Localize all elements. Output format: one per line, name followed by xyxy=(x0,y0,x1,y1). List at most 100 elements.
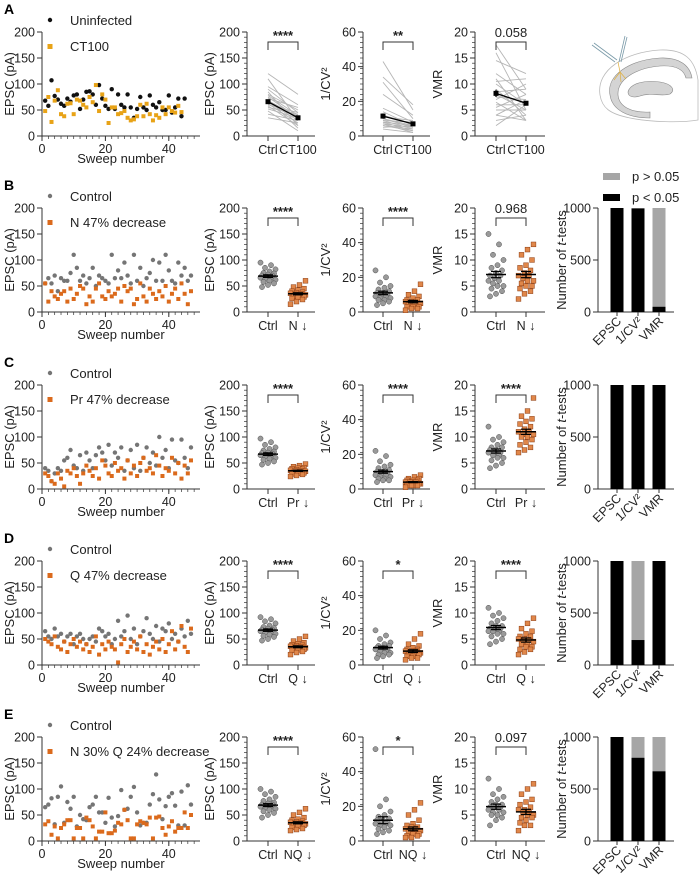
treat-point xyxy=(411,288,418,294)
treat-point xyxy=(523,418,529,425)
ctrl-point xyxy=(169,278,175,283)
ctrl-point xyxy=(499,288,505,295)
treat-point xyxy=(529,796,535,803)
significance-bracket xyxy=(267,570,299,579)
treat-point xyxy=(125,650,130,654)
treat-point xyxy=(46,299,51,304)
legend-treat-label: Q 47% decrease xyxy=(70,568,167,583)
treat-point xyxy=(527,822,534,829)
ctrl-point xyxy=(485,277,492,284)
y-tick-label: 200 xyxy=(219,555,240,569)
y-tick-label: 20 xyxy=(342,95,356,109)
ctrl-point xyxy=(134,278,140,283)
treat-point xyxy=(524,786,531,792)
y-tick-label: 150 xyxy=(14,757,35,771)
y-tick-label: 20 xyxy=(342,271,356,285)
treat-point xyxy=(405,641,412,647)
category-label: CT100 xyxy=(279,143,317,157)
ctrl-point xyxy=(499,814,505,821)
ctrl-point xyxy=(153,105,159,110)
treat-point xyxy=(529,416,535,422)
significance-bracket xyxy=(382,217,414,226)
treat-point xyxy=(68,642,73,647)
ctrl-point xyxy=(42,466,48,471)
category-label: Pr ↓ xyxy=(287,496,309,510)
treat-point xyxy=(515,827,522,834)
ctrl-point xyxy=(157,639,162,644)
treat-point xyxy=(138,102,143,107)
treat-point xyxy=(131,302,136,307)
treat-point xyxy=(43,109,48,114)
treat-point xyxy=(52,634,57,639)
y-label-prefix: Number of xyxy=(554,423,569,487)
significance-bracket xyxy=(267,41,299,50)
y-tick-label: 50 xyxy=(226,809,240,823)
ctrl-point xyxy=(58,468,64,473)
treat-point xyxy=(530,278,537,284)
ctrl-point xyxy=(131,784,137,790)
treat-point xyxy=(122,476,127,481)
significance-bracket xyxy=(382,746,414,755)
ctrl-point xyxy=(49,796,54,801)
treat-point xyxy=(128,471,133,476)
y-tick-label: 50 xyxy=(21,280,35,294)
ctrl-point xyxy=(380,653,386,660)
ctrl-point xyxy=(119,634,124,639)
treat-point xyxy=(530,395,537,401)
treat-point xyxy=(147,652,152,657)
ctrl-point xyxy=(90,634,95,639)
ctrl-point xyxy=(106,795,111,801)
dot-plot-cv: 0 20 40 60 Ctrl N ↓ 1/CV² **** xyxy=(318,202,430,333)
ctrl-point xyxy=(490,436,496,443)
x-axis-label: Sweep number xyxy=(77,680,165,695)
y-tick-label: 0 xyxy=(28,835,35,849)
treat-point xyxy=(527,646,534,653)
y-axis-label: 1/CV² xyxy=(318,67,333,101)
ctrl-point xyxy=(100,276,105,281)
ctrl-point xyxy=(381,463,388,470)
ctrl-point xyxy=(144,445,149,450)
ctrl-point xyxy=(387,808,394,815)
ctrl-point xyxy=(386,827,392,834)
ctrl-point xyxy=(257,435,264,442)
treat-point xyxy=(163,650,168,654)
treat-point xyxy=(141,294,146,299)
treat-point xyxy=(154,297,159,301)
y-tick-label: 1000 xyxy=(563,731,591,745)
ctrl-point xyxy=(500,793,507,800)
treat-point xyxy=(530,615,537,621)
treat-point xyxy=(517,820,523,826)
ctrl-point xyxy=(46,802,51,807)
ctrl-point xyxy=(106,631,111,636)
y-axis-label: Number of t-tests xyxy=(554,210,569,310)
treat-point xyxy=(529,436,535,443)
ctrl-point xyxy=(128,447,133,453)
ctrl-point xyxy=(55,97,61,102)
treat-point xyxy=(59,476,64,481)
ctrl-point xyxy=(100,810,105,815)
ctrl-point xyxy=(93,794,99,799)
y-axis-label: 1/CV² xyxy=(318,420,333,454)
ctrl-point xyxy=(49,636,54,642)
treat-point xyxy=(74,644,79,649)
ctrl-point xyxy=(58,101,64,106)
treat-point xyxy=(138,281,143,286)
treat-point xyxy=(74,97,79,102)
treat-point xyxy=(157,647,162,652)
ctrl-point xyxy=(141,283,146,289)
treat-point xyxy=(402,657,409,663)
x-tick-label: 0 xyxy=(39,671,46,685)
ctrl-point xyxy=(115,268,121,273)
bar-sig-1 xyxy=(631,385,645,489)
bar-sig-2 xyxy=(652,306,666,312)
bar-sig-2 xyxy=(652,561,666,665)
y-tick-label: 0 xyxy=(233,835,240,849)
ctrl-point xyxy=(128,794,133,799)
treat-point xyxy=(289,295,295,302)
category-label: Ctrl xyxy=(373,848,392,862)
treat-point xyxy=(87,818,92,823)
y-tick-label: 60 xyxy=(342,26,356,40)
ctrl-point xyxy=(185,783,191,788)
